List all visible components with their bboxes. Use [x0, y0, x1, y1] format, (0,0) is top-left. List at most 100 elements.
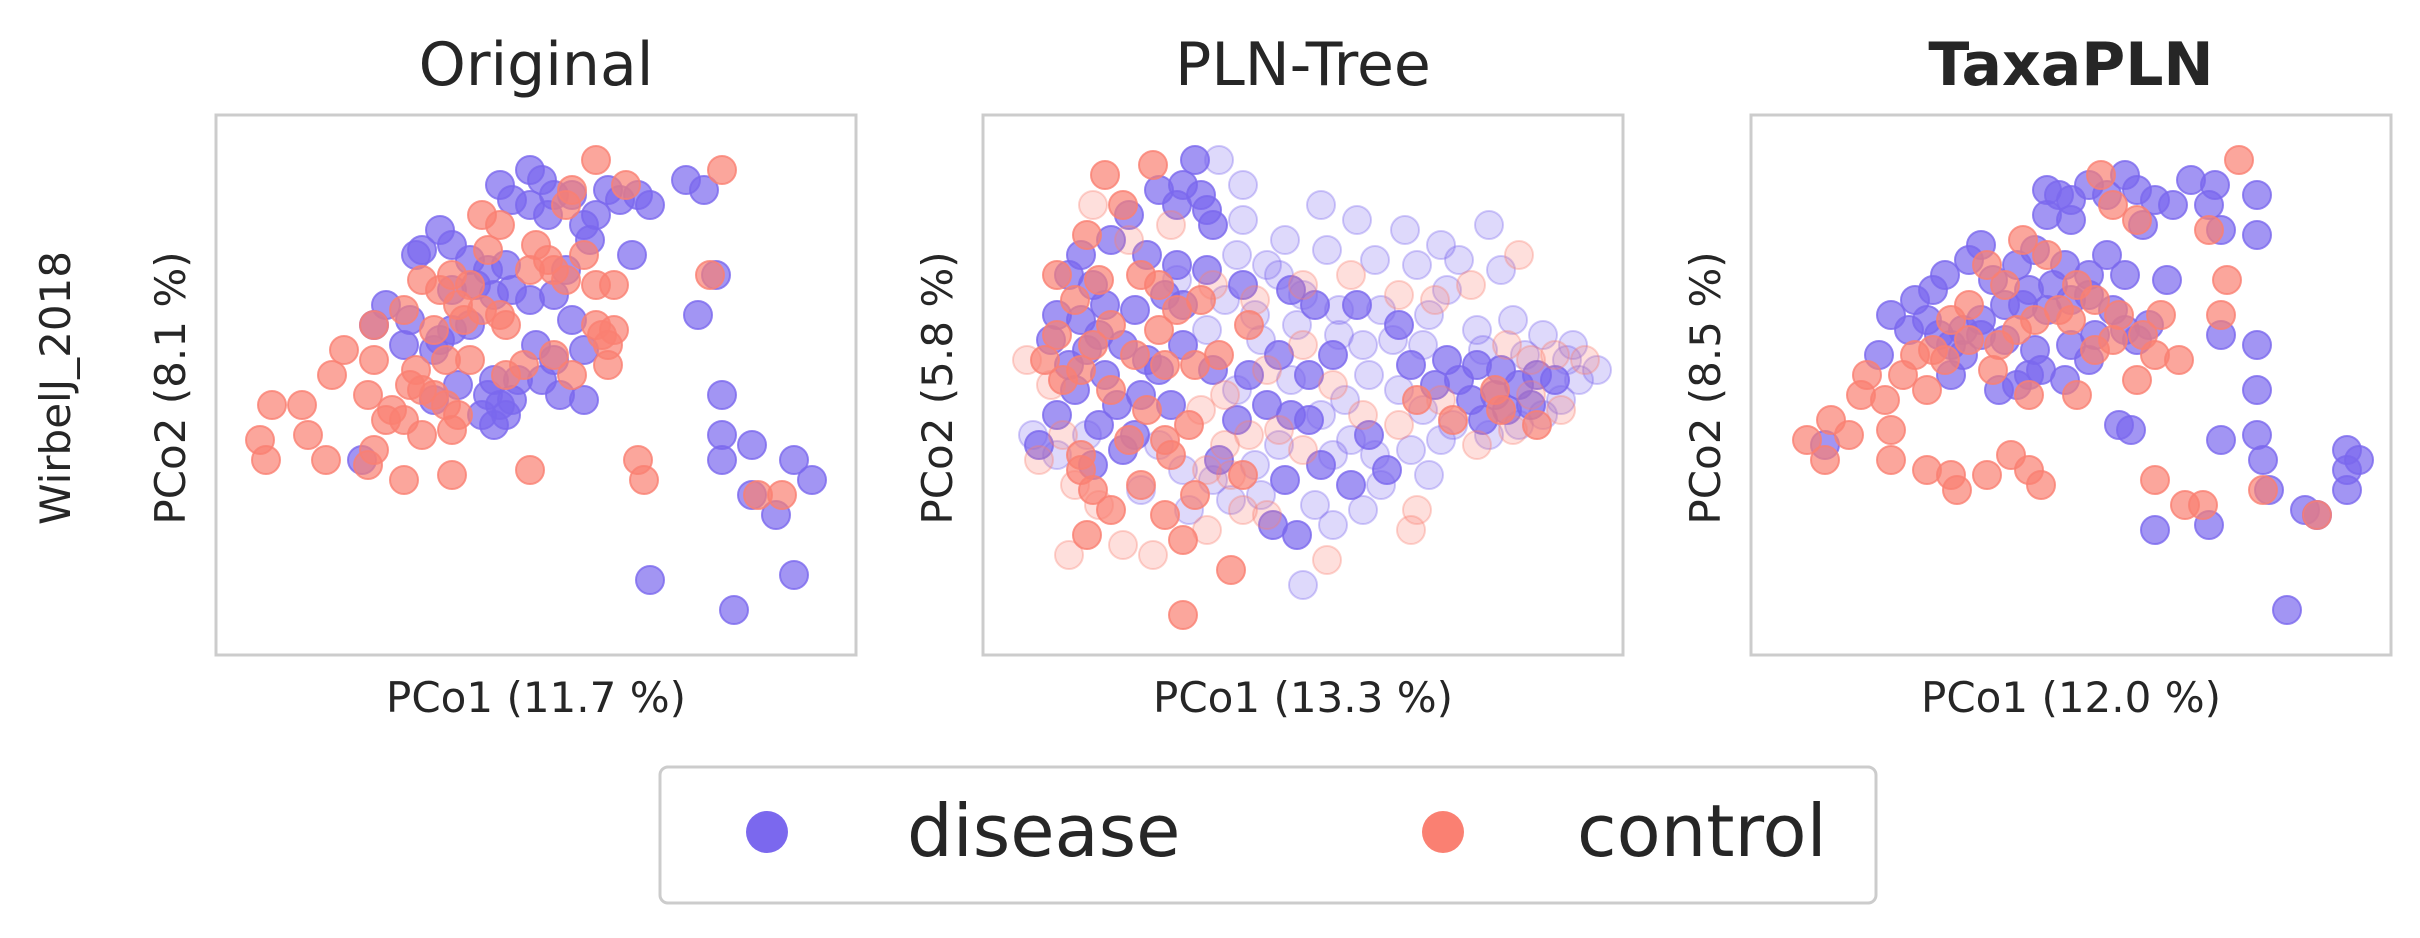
scatter-point-disease	[689, 175, 719, 205]
scatter-point-disease	[707, 420, 737, 450]
scatter-point-control	[2164, 345, 2194, 375]
scatter-point-control	[2062, 270, 2092, 300]
scatter-point-control	[353, 380, 383, 410]
y-axis-label-pln-tree: PCo2 (5.8 %)	[913, 251, 962, 524]
legend-box	[658, 765, 1878, 905]
scatter-point-disease	[2242, 220, 2272, 250]
scatter-point-disease	[1162, 250, 1192, 280]
scatter-point-control	[1456, 270, 1486, 300]
scatter-point-control	[1060, 470, 1090, 500]
scatter-point-control	[1504, 240, 1534, 270]
scatter-point-control	[1336, 260, 1366, 290]
scatter-point-control	[1084, 265, 1114, 295]
scatter-point-control	[2002, 315, 2032, 345]
scatter-point-disease	[1282, 310, 1312, 340]
scatter-point-disease	[1282, 520, 1312, 550]
scatter-point-disease	[1432, 275, 1462, 305]
scatter-point-control	[2032, 240, 2062, 270]
scatter-point-control	[2056, 305, 2086, 335]
scatter-point-control	[2146, 300, 2176, 330]
scatter-point-control	[1936, 305, 1966, 335]
scatter-point-control	[1060, 285, 1090, 315]
scatter-point-control	[1030, 345, 1060, 375]
scatter-point-disease	[2032, 175, 2062, 205]
scatter-point-disease	[1390, 215, 1420, 245]
scatter-point-disease	[1558, 330, 1588, 360]
scatter-point-control	[491, 360, 521, 390]
scatter-point-control	[1228, 460, 1258, 490]
scatter-point-control	[1138, 540, 1168, 570]
scatter-point-disease	[1192, 315, 1222, 345]
scatter-point-control	[2188, 490, 2218, 520]
scatter-point-disease	[1564, 365, 1594, 395]
axes-frame-pln-tree	[981, 113, 1625, 657]
scatter-point-disease	[1528, 320, 1558, 350]
scatter-point-disease	[1336, 470, 1366, 500]
scatter-point-disease	[1384, 310, 1414, 340]
scatter-point-control	[1888, 360, 1918, 390]
scatter-point-disease	[1306, 190, 1336, 220]
scatter-point-disease	[1396, 350, 1426, 380]
scatter-point-disease	[635, 565, 665, 595]
scatter-point-control	[707, 155, 737, 185]
scatter-point-control	[1402, 385, 1432, 415]
scatter-point-disease	[1264, 260, 1294, 290]
scatter-point-disease	[1462, 315, 1492, 345]
scatter-point-control	[311, 445, 341, 475]
scatter-point-control	[1540, 340, 1570, 370]
scatter-point-control	[251, 445, 281, 475]
scatter-point-control	[1144, 270, 1174, 300]
scatter-point-disease	[2332, 475, 2362, 505]
scatter-point-control	[2098, 325, 2128, 355]
scatter-point-control	[1288, 270, 1318, 300]
scatter-point-control	[1486, 395, 1516, 425]
scatter-point-control	[1108, 530, 1138, 560]
x-axis-label-pln-tree: PCo1 (13.3 %)	[1153, 673, 1453, 722]
scatter-point-control	[515, 455, 545, 485]
scatter-point-control	[1096, 375, 1126, 405]
scatter-point-disease	[1246, 480, 1276, 510]
scatter-point-control	[491, 310, 521, 340]
scatter-point-control	[1210, 380, 1240, 410]
scatter-point-disease	[2152, 265, 2182, 295]
scatter-point-disease	[2140, 515, 2170, 545]
scatter-point-disease	[1222, 375, 1252, 405]
scatter-point-disease	[2242, 330, 2272, 360]
scatter-point-control	[1192, 515, 1222, 545]
scatter-point-disease	[1426, 230, 1456, 260]
scatter-point-disease	[1324, 295, 1354, 325]
scatter-point-disease	[1360, 440, 1390, 470]
panel-pln-tree: PLN-Tree PCo2 (5.8 %) PCo1 (13.3 %)	[913, 30, 1625, 722]
plot-area-taxapln	[1792, 145, 2374, 625]
scatter-point-control	[317, 360, 347, 390]
scatter-point-control	[1990, 270, 2020, 300]
y-axis-label-original: PCo2 (8.1 %)	[146, 251, 195, 524]
scatter-point-control	[1012, 345, 1042, 375]
scatter-point-disease	[737, 430, 767, 460]
scatter-point-disease	[1264, 430, 1294, 460]
scatter-point-disease	[1552, 345, 1582, 375]
scatter-point-control	[2104, 300, 2134, 330]
scatter-point-control	[473, 235, 503, 265]
scatter-point-control	[2014, 380, 2044, 410]
scatter-point-control	[1054, 540, 1084, 570]
scatter-point-disease	[1468, 335, 1498, 365]
scatter-point-control	[1522, 410, 1552, 440]
scatter-point-disease	[1192, 255, 1222, 285]
scatter-point-disease	[1474, 210, 1504, 240]
scatter-point-control	[2122, 365, 2152, 395]
scatter-point-control	[1318, 370, 1348, 400]
panel-title-pln-tree: PLN-Tree	[1175, 30, 1431, 100]
scatter-point-disease	[1300, 490, 1330, 520]
scatter-point-control	[2008, 225, 2038, 255]
scatter-point-disease	[1228, 170, 1258, 200]
scatter-point-disease	[1540, 365, 1570, 395]
scatter-point-control	[2098, 190, 2128, 220]
scatter-point-disease	[2092, 240, 2122, 270]
y-axis-label-taxapln: PCo2 (8.5 %)	[1681, 251, 1730, 524]
scatter-point-control	[437, 415, 467, 445]
scatter-point-control	[2026, 470, 2056, 500]
scatter-point-disease	[1270, 225, 1300, 255]
scatter-point-control	[1570, 345, 1600, 375]
scatter-point-control	[539, 340, 569, 370]
